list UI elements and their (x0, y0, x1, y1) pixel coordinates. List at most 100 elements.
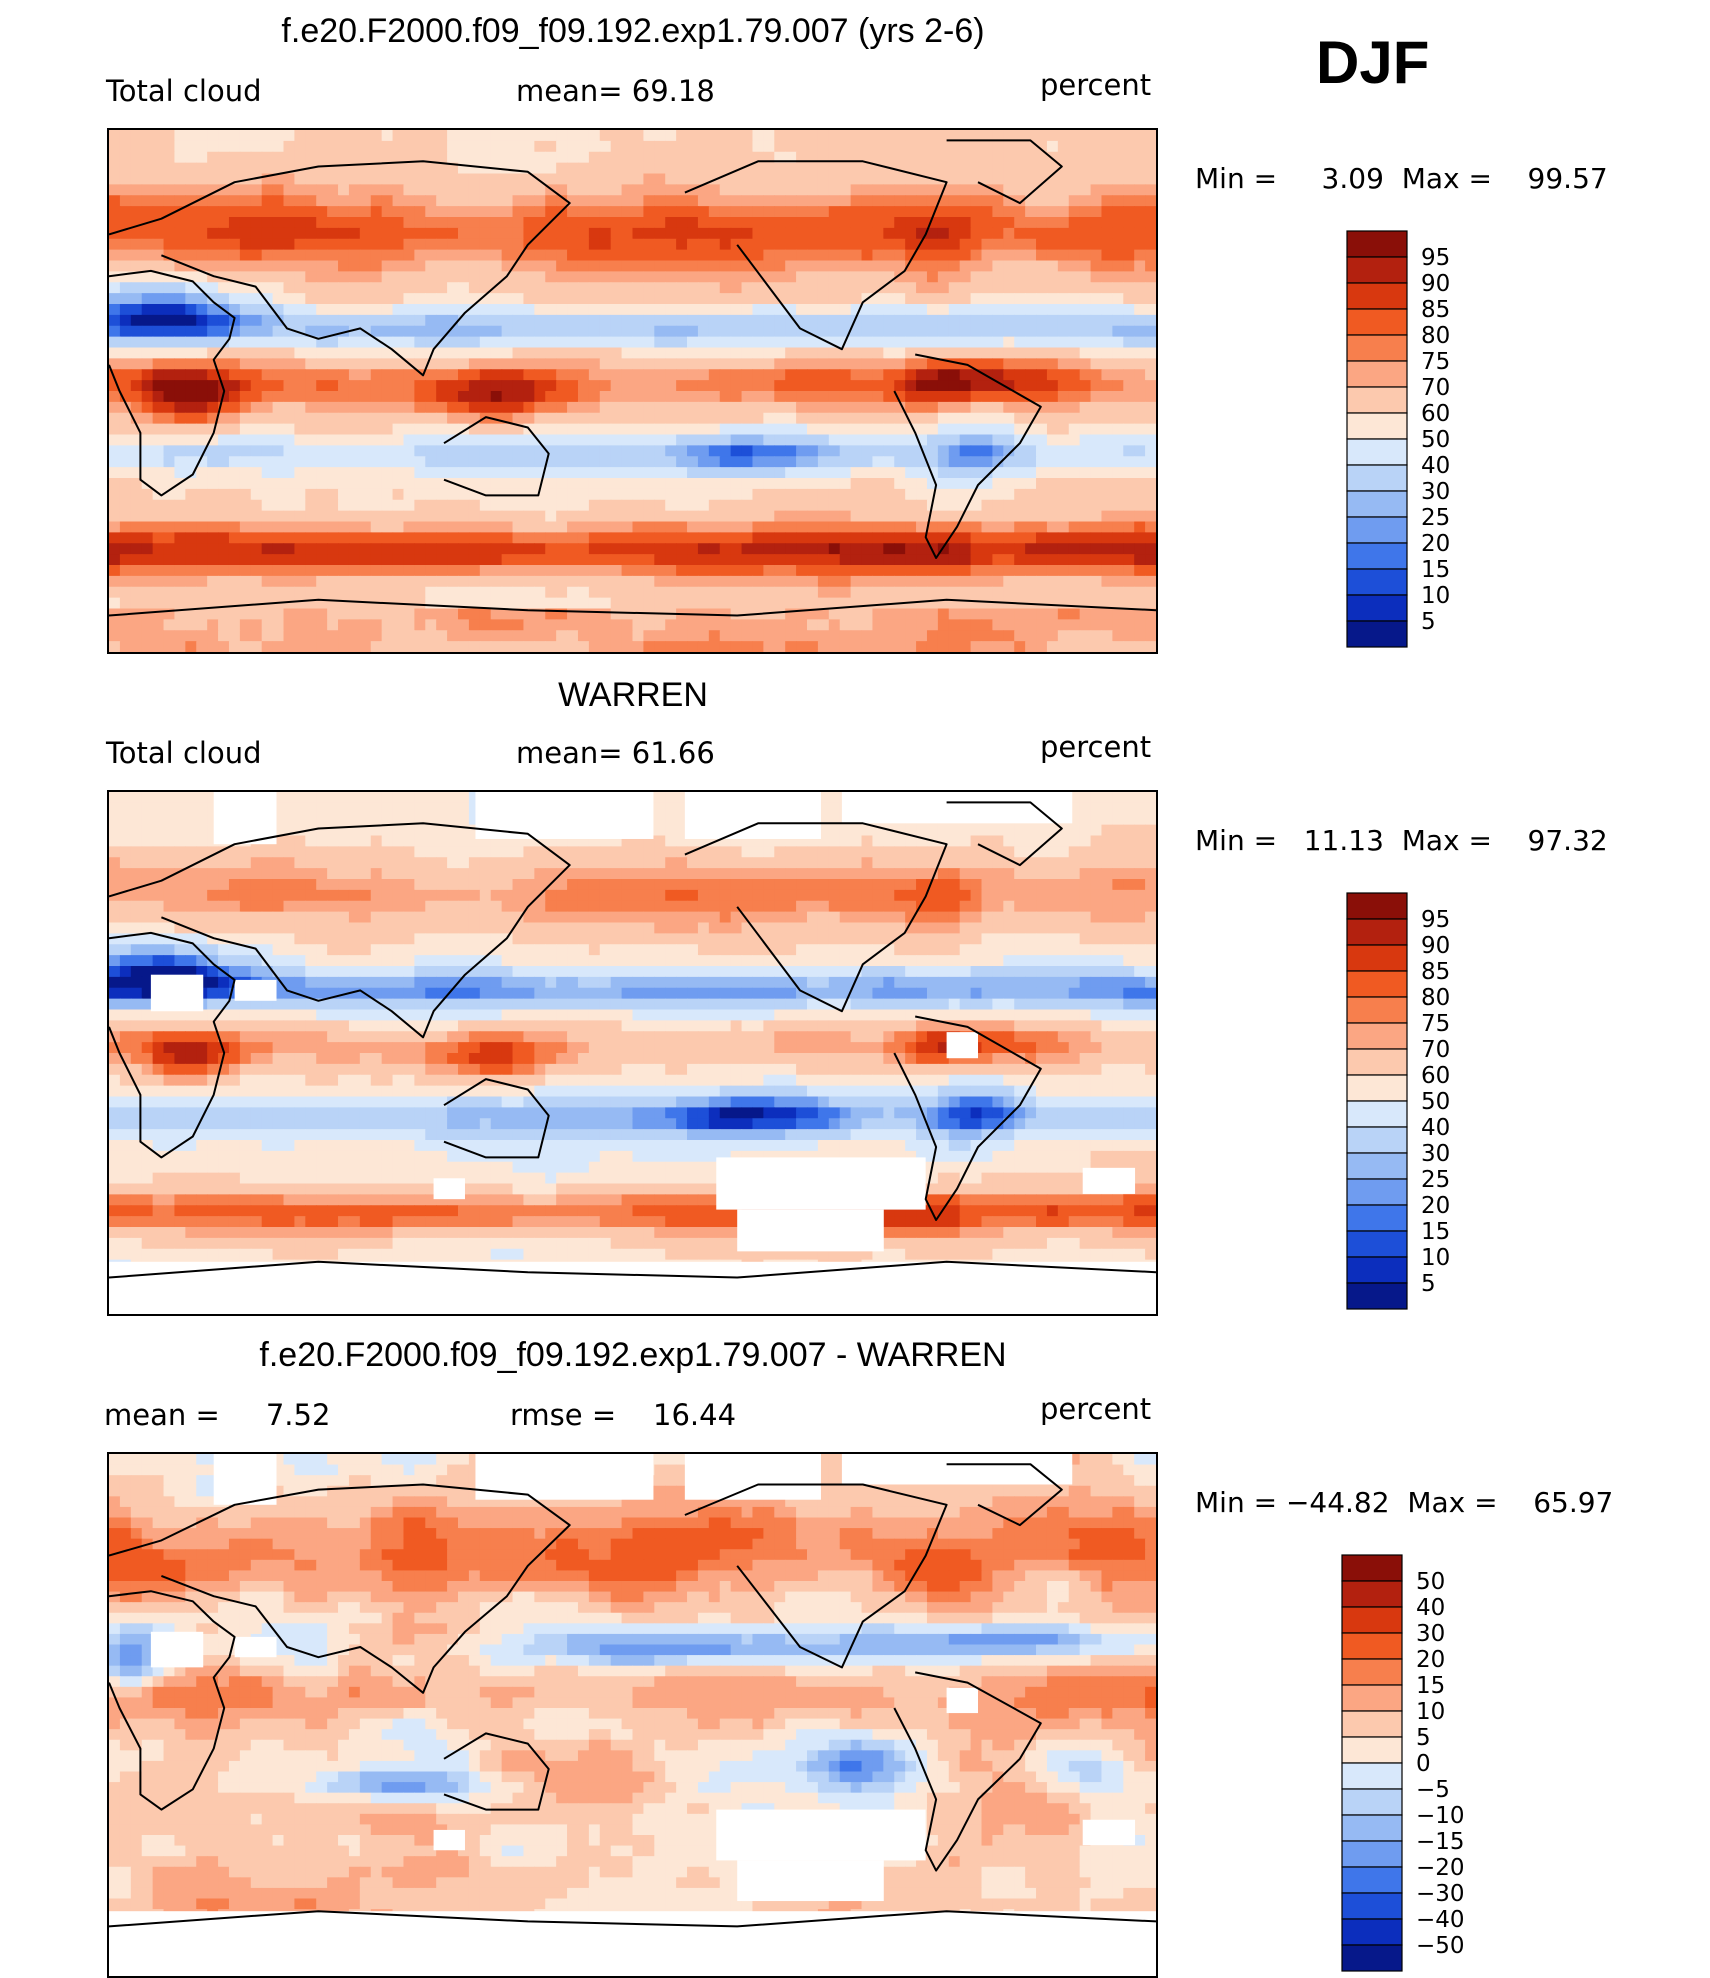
colorbar-tick-label: −5 (1416, 1777, 1450, 1803)
coastline (109, 1483, 571, 1694)
colorbar-swatch (1346, 944, 1408, 972)
coastline (443, 1078, 550, 1159)
colorbar-swatch (1346, 1178, 1408, 1206)
colorbar-swatch (1346, 1152, 1408, 1180)
colorbar-tick-label: 30 (1421, 479, 1450, 505)
panel-3-field (109, 1454, 1156, 1962)
colorbar-swatch (1346, 568, 1408, 596)
colorbar-swatch (1346, 1100, 1408, 1128)
colorbar-swatch (1346, 1048, 1408, 1076)
colorbar-swatch (1346, 256, 1408, 284)
colorbar-tick-label: 15 (1421, 1219, 1450, 1245)
colorbar-tick-label: 50 (1421, 1089, 1450, 1115)
coastline (109, 160, 571, 377)
missing-data-mask (946, 1687, 979, 1714)
colorbar-swatch (1346, 996, 1408, 1024)
coastline (946, 139, 1063, 205)
coastline (684, 1483, 948, 1669)
coastline (443, 416, 550, 497)
coastline (109, 1910, 1156, 1928)
coastline (893, 1671, 1042, 1872)
coastline (109, 269, 236, 497)
panel-1-units-label: percent (1040, 68, 1152, 102)
missing-data-mask (213, 792, 277, 845)
panel-1-mean-label: mean= 69.18 (516, 74, 715, 108)
colorbar-swatch (1341, 1684, 1403, 1712)
panel-2-map (107, 790, 1158, 1316)
missing-data-mask (150, 974, 204, 1012)
colorbar-tick-label: 50 (1421, 427, 1450, 453)
panel-1-variable-label: Total cloud (106, 74, 262, 108)
coastline (946, 801, 1063, 867)
colorbar-swatch (1341, 1736, 1403, 1764)
colorbar-tick-label: 95 (1421, 245, 1450, 271)
colorbar-tick-label: 30 (1421, 1141, 1450, 1167)
colorbar-tick-label: 20 (1421, 531, 1450, 557)
panel-1-map (107, 128, 1158, 654)
panel-3-title: f.e20.F2000.f09_f09.192.exp1.79.007 - WA… (259, 1336, 1007, 1374)
missing-data-mask (737, 1209, 884, 1252)
colorbar-swatch (1346, 490, 1408, 518)
colorbar-swatch (1341, 1788, 1403, 1816)
panel-2-mean-label: mean= 61.66 (516, 736, 715, 770)
colorbar-tick-label: −10 (1416, 1803, 1465, 1829)
coastline (109, 598, 1156, 617)
panel-2-colorbar: 95 90 85 80 75 70 60 50 40 30 25 20 15 10 5 (1345, 891, 1605, 1316)
panel-1-field (109, 130, 1156, 652)
panel-1-min-max: Min = 3.09 Max = 99.57 (1195, 162, 1608, 195)
colorbar-swatch (1346, 970, 1408, 998)
colorbar-tick-label: 90 (1421, 271, 1450, 297)
colorbar-tick-label: 95 (1421, 907, 1450, 933)
colorbar-swatch (1346, 334, 1408, 362)
coastline (893, 353, 1042, 559)
coastline (109, 1260, 1156, 1279)
colorbar-swatch (1341, 1580, 1403, 1608)
colorbar-swatch (1346, 412, 1408, 440)
colorbar-swatch (1341, 1892, 1403, 1920)
colorbar-tick-label: 60 (1421, 401, 1450, 427)
panel-3-mean-label: mean = 7.52 (104, 1398, 331, 1432)
colorbar-swatch (1346, 620, 1408, 648)
colorbar-swatch (1346, 230, 1408, 258)
colorbar-swatch (1341, 1866, 1403, 1894)
colorbar-tick-label: 60 (1421, 1063, 1450, 1089)
coastline (109, 1590, 236, 1811)
colorbar-swatch (1341, 1814, 1403, 1842)
colorbar-swatch (1341, 1918, 1403, 1946)
colorbar-tick-label: 15 (1421, 557, 1450, 583)
colorbar-tick-label: −20 (1416, 1855, 1465, 1881)
missing-data-mask (234, 979, 277, 1001)
colorbar-swatch (1346, 1022, 1408, 1050)
season-label: DJF (1316, 29, 1430, 96)
colorbar-swatch (1346, 282, 1408, 310)
colorbar-tick-label: 75 (1421, 349, 1450, 375)
colorbar-tick-label: 70 (1421, 1037, 1450, 1063)
missing-data-mask (841, 792, 1073, 824)
colorbar-tick-label: 20 (1416, 1647, 1445, 1673)
colorbar-tick-label: 25 (1421, 1167, 1450, 1193)
colorbar-swatch (1346, 1230, 1408, 1258)
colorbar-tick-label: 85 (1421, 297, 1450, 323)
missing-data-mask (150, 1631, 204, 1668)
colorbar-tick-label: 10 (1416, 1699, 1445, 1725)
missing-data-mask (684, 1454, 821, 1500)
colorbar-tick-label: 40 (1421, 1115, 1450, 1141)
panel-2-units-label: percent (1040, 730, 1152, 764)
coastline (684, 160, 948, 351)
colorbar-tick-label: 10 (1421, 1245, 1450, 1271)
panel-2-title: WARREN (558, 676, 708, 714)
colorbar-swatch (1346, 1204, 1408, 1232)
missing-data-mask (109, 1261, 1156, 1314)
missing-data-mask (433, 1829, 465, 1851)
colorbar-swatch (1341, 1554, 1403, 1582)
colorbar-swatch (1346, 1282, 1408, 1310)
missing-data-mask (1082, 1167, 1136, 1194)
colorbar-tick-label: 90 (1421, 933, 1450, 959)
coastline (684, 822, 948, 1013)
colorbar-tick-label: −30 (1416, 1881, 1465, 1907)
missing-data-mask (109, 1911, 1156, 1962)
missing-data-mask (716, 1157, 926, 1210)
colorbar-tick-label: 30 (1416, 1621, 1445, 1647)
colorbar-tick-label: 5 (1421, 1271, 1436, 1297)
